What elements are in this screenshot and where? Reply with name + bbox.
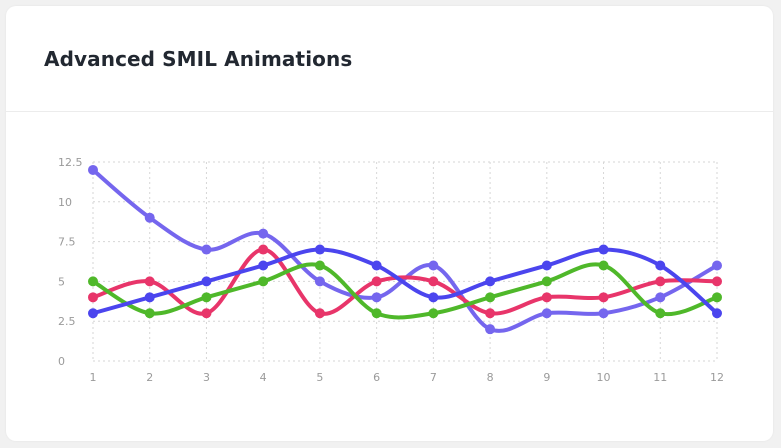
data-point xyxy=(712,276,722,287)
data-point xyxy=(258,260,269,271)
data-point xyxy=(541,292,552,303)
data-point xyxy=(541,276,552,287)
data-point xyxy=(712,292,722,303)
data-point xyxy=(598,260,609,271)
data-point xyxy=(258,244,269,255)
y-tick-label: 5 xyxy=(58,275,65,288)
data-point xyxy=(485,292,496,303)
data-point xyxy=(428,308,439,319)
x-tick-label: 1 xyxy=(90,371,97,384)
data-point xyxy=(371,308,382,319)
data-point xyxy=(655,260,666,271)
data-point xyxy=(88,308,98,319)
x-tick-label: 2 xyxy=(146,371,153,384)
x-tick-label: 6 xyxy=(373,371,380,384)
data-point xyxy=(598,244,609,255)
data-point xyxy=(258,276,269,287)
data-point xyxy=(428,276,439,287)
chart-grid xyxy=(92,161,718,362)
data-point xyxy=(371,276,382,287)
data-point xyxy=(541,260,552,271)
data-point xyxy=(485,308,496,319)
data-point xyxy=(144,292,155,303)
y-tick-label: 10 xyxy=(58,196,72,209)
data-point xyxy=(201,308,212,319)
x-axis-tick-labels: 1 2 3 4 5 6 7 8 9 10 11 12 xyxy=(90,371,725,384)
data-point xyxy=(88,164,98,175)
x-tick-label: 4 xyxy=(260,371,267,384)
data-point xyxy=(314,276,325,287)
data-point xyxy=(655,308,666,319)
chart-card: Advanced SMIL Animations 0 2.5 5 7.5 10 12.5 … xyxy=(6,6,773,441)
data-point xyxy=(144,212,155,223)
data-point xyxy=(485,276,496,287)
x-tick-label: 7 xyxy=(430,371,437,384)
x-tick-label: 12 xyxy=(710,371,724,384)
y-tick-label: 2.5 xyxy=(58,315,76,328)
data-point xyxy=(88,276,98,287)
y-axis-tick-labels: 0 2.5 5 7.5 10 12.5 xyxy=(58,156,83,368)
x-tick-label: 9 xyxy=(543,371,550,384)
data-point xyxy=(201,244,212,255)
chart-title: Advanced SMIL Animations xyxy=(44,47,353,71)
x-tick-label: 5 xyxy=(316,371,323,384)
data-point xyxy=(371,292,382,303)
data-point xyxy=(201,292,212,303)
data-point xyxy=(371,260,382,271)
data-point xyxy=(655,276,666,287)
x-tick-label: 3 xyxy=(203,371,210,384)
data-point xyxy=(314,244,325,255)
card-header: Advanced SMIL Animations xyxy=(6,6,773,112)
data-point xyxy=(598,308,609,319)
data-point xyxy=(541,308,552,319)
data-point xyxy=(201,276,212,287)
x-tick-label: 8 xyxy=(487,371,494,384)
data-point xyxy=(712,260,722,271)
data-point xyxy=(428,260,439,271)
x-tick-label: 10 xyxy=(597,371,611,384)
data-point xyxy=(712,308,722,319)
data-point xyxy=(428,292,439,303)
series-line-3 xyxy=(91,262,719,320)
data-point xyxy=(485,324,496,335)
data-point xyxy=(88,292,98,303)
chart-series xyxy=(88,164,722,335)
data-point xyxy=(655,292,666,303)
data-point xyxy=(258,228,269,239)
y-tick-label: 12.5 xyxy=(58,156,83,169)
data-point xyxy=(314,308,325,319)
data-point xyxy=(144,308,155,319)
data-point xyxy=(598,292,609,303)
x-tick-label: 11 xyxy=(653,371,667,384)
data-point xyxy=(144,276,155,287)
y-tick-label: 0 xyxy=(58,355,65,368)
y-tick-label: 7.5 xyxy=(58,236,76,249)
data-point xyxy=(314,260,325,271)
